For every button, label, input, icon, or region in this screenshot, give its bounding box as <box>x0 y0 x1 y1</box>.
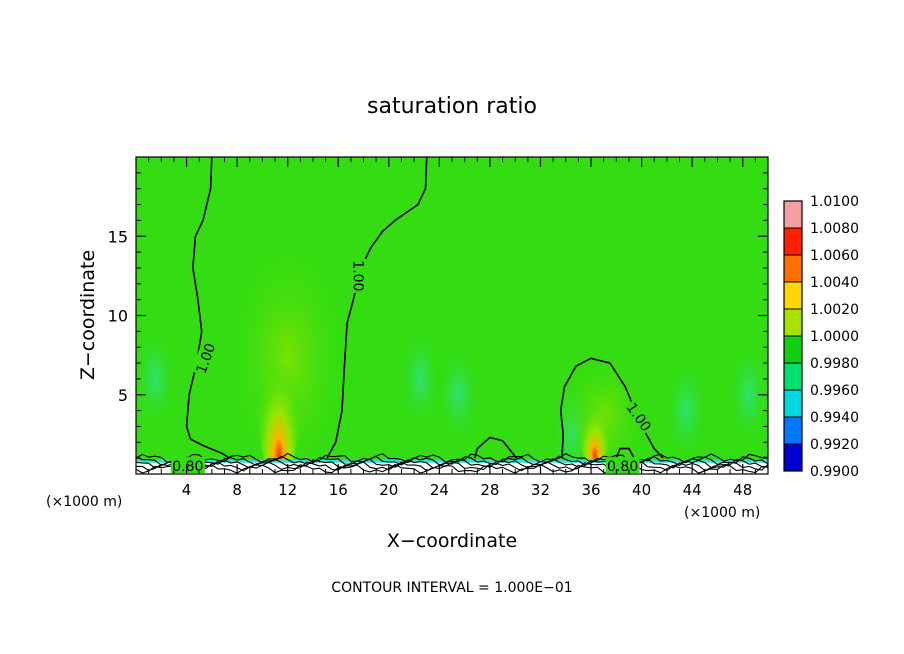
colorbar: 1.0100 1.0080 1.0060 1.0040 1.0020 1.0000 0.99… <box>783 194 859 480</box>
x-tick-label: 20 <box>379 481 398 499</box>
x-tick-label: 44 <box>683 481 702 499</box>
y-tick-label: 5 <box>118 386 128 405</box>
x-tick-label: 48 <box>733 481 752 499</box>
colorbar-label: 1.0000 <box>810 329 859 345</box>
saturation-maximum <box>578 378 611 469</box>
colorbar-swatch <box>784 282 802 310</box>
colorbar-swatch <box>784 228 802 256</box>
x-tick-label: 40 <box>632 481 651 499</box>
colorbar-swatch <box>784 255 802 283</box>
x-tick-label: 12 <box>278 481 297 499</box>
contour-label: 0.80 <box>605 457 640 475</box>
x-tick-label: 16 <box>329 481 348 499</box>
contour-line <box>474 436 518 459</box>
x-tick-label: 28 <box>480 481 499 499</box>
contour-label-text: 0.80 <box>607 459 638 475</box>
colorbar-swatch <box>784 363 802 391</box>
saturation-maximum <box>256 319 301 474</box>
x-tick-label: 24 <box>430 481 449 499</box>
y-tick-label: 10 <box>108 307 128 326</box>
colorbar-label: 0.9900 <box>810 464 859 480</box>
contour-label-text: 1.00 <box>349 260 365 291</box>
field-features <box>136 227 768 474</box>
contour-line <box>136 458 768 469</box>
low-saturation-patch <box>663 355 708 466</box>
colorbar-label: 0.9920 <box>810 437 859 453</box>
contour-lines: 1.001.001.000.80 0.80 <box>136 157 768 475</box>
x-axis-label: X−coordinate <box>387 530 517 552</box>
contour-line <box>559 357 664 459</box>
chart-title: saturation ratio <box>367 94 537 119</box>
contour-label: 1.00 <box>349 258 368 293</box>
colorbar-label: 0.9960 <box>810 383 859 399</box>
colorbar-swatch <box>784 336 802 364</box>
colorbar-label: 1.0100 <box>810 194 859 210</box>
contour-label: 0.80 <box>170 457 205 475</box>
x-unit-right: (×1000 m) <box>684 505 760 521</box>
x-tick-label: 32 <box>531 481 550 499</box>
contour-line <box>615 447 635 459</box>
colorbar-label: 0.9980 <box>810 356 859 372</box>
colorbar-label: 1.0020 <box>810 302 859 318</box>
contour-label-text: 0.80 <box>172 459 203 475</box>
low-saturation-patch <box>436 339 481 450</box>
contour-line <box>136 463 768 474</box>
y-axis-label: Z−coordinate <box>77 250 99 380</box>
x-tick-label: 4 <box>182 481 192 499</box>
low-saturation-patch <box>136 323 177 434</box>
low-saturation-patch <box>398 323 443 434</box>
contour-line <box>136 455 768 467</box>
colorbar-swatch <box>784 417 802 445</box>
colorbar-label: 1.0080 <box>810 221 859 237</box>
plot-area: 1.001.001.000.80 0.80 <box>136 157 768 475</box>
x-tick-label: 8 <box>232 481 242 499</box>
colorbar-swatch <box>784 444 802 472</box>
colorbar-label: 1.0060 <box>810 248 859 264</box>
x-tick-label: 36 <box>581 481 600 499</box>
colorbar-swatch <box>784 201 802 229</box>
colorbar-swatch <box>784 390 802 418</box>
colorbar-swatch <box>784 309 802 337</box>
contour-line <box>136 452 768 464</box>
colorbar-label: 1.0040 <box>810 275 859 291</box>
contour-line <box>185 157 230 459</box>
low-saturation-patch <box>727 339 768 450</box>
x-unit-left: (×1000 m) <box>46 494 122 510</box>
y-tick-label: 15 <box>108 227 128 246</box>
colorbar-label: 0.9940 <box>810 410 859 426</box>
contour-interval-note: CONTOUR INTERVAL = 1.000E−01 <box>331 580 572 596</box>
